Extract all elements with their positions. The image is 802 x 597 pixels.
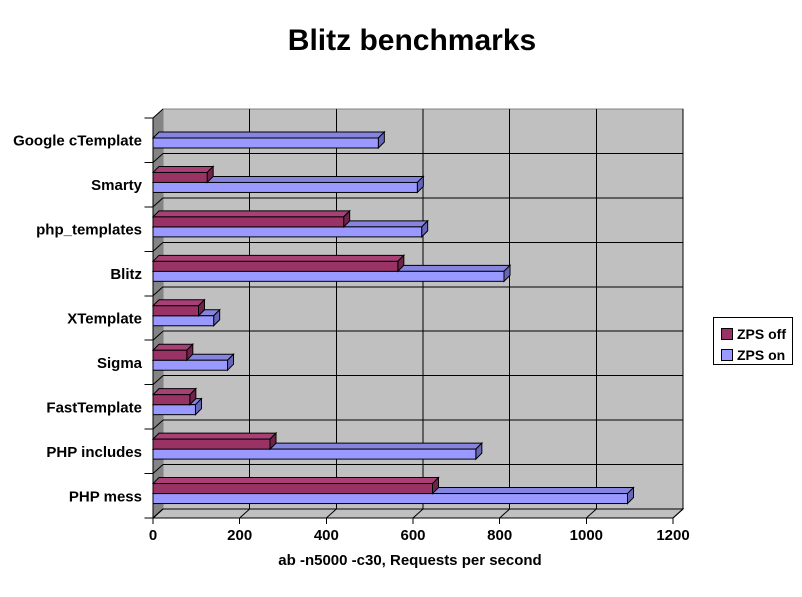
legend-label-zps-on: ZPS on [737, 346, 786, 363]
floor-tick [239, 508, 251, 519]
floor-tick [412, 508, 424, 519]
bar-zps-on-php-templates [152, 226, 423, 238]
zps-off-swatch-icon [721, 327, 733, 340]
legend-item-zps-on: ZPS on [721, 346, 792, 363]
bar-zps-off-blitz [152, 260, 399, 272]
bar-zps-on-sigma [152, 359, 229, 371]
bar-zps-on-xtemplate [152, 315, 215, 327]
x-tick-label: 200 [227, 527, 252, 544]
floor-tick [672, 508, 684, 519]
x-axis-title: ab -n5000 -c30, Requests per second [278, 552, 542, 569]
floor-tick [499, 508, 511, 519]
wall-tick [152, 419, 164, 430]
bar-zps-on-smarty [152, 181, 418, 193]
bar-zps-off-php-mess-top [151, 477, 440, 485]
bar-zps-on-blitz [152, 270, 505, 282]
bar-zps-off-php-templates-top [151, 210, 351, 218]
category-label: php_templates [36, 222, 142, 239]
bar-zps-off-xtemplate-top [151, 299, 206, 307]
category-label: XTemplate [67, 311, 142, 328]
bar-zps-off-php-templates [152, 216, 345, 228]
floor-tick [325, 508, 337, 519]
bar-zps-on-google-ctemplate-top [151, 131, 386, 139]
wall-tick [152, 153, 164, 163]
legend-item-zps-off: ZPS off [721, 325, 792, 342]
bar-zps-on-php-mess [152, 493, 628, 505]
bar-zps-on-google-ctemplate [152, 137, 379, 149]
bar-zps-off-fasttemplate-top [151, 388, 198, 396]
bar-zps-off-sigma [152, 349, 188, 361]
wall-tick [152, 508, 164, 519]
bar-zps-off-php-mess [152, 483, 433, 495]
x-tick-label: 800 [487, 527, 512, 544]
bar-zps-on-fasttemplate [152, 404, 196, 416]
wall-tick [152, 330, 164, 341]
wall-tick [152, 108, 164, 119]
bar-zps-off-sigma-top [151, 343, 195, 351]
bar-zps-off-fasttemplate [152, 394, 191, 406]
category-label: PHP mess [69, 488, 142, 505]
legend-box: ZPS off ZPS on [713, 317, 793, 365]
wall-tick [152, 375, 164, 386]
wall-tick [152, 286, 164, 297]
legend-label-zps-off: ZPS off [737, 325, 786, 342]
x-tick-label: 0 [149, 527, 157, 544]
floor-tick [585, 508, 597, 519]
category-label: Smarty [91, 177, 143, 194]
chart-title: Blitz benchmarks [287, 24, 537, 57]
category-label: PHP includes [46, 444, 142, 461]
category-label: Blitz [110, 266, 142, 283]
category-label: FastTemplate [46, 399, 142, 416]
wall-tick [152, 241, 164, 252]
bar-zps-off-php-includes [152, 438, 271, 450]
wall-tick [152, 197, 164, 208]
category-label: Google cTemplate [13, 133, 142, 150]
x-tick-label: 400 [314, 527, 339, 544]
wall-tick [152, 464, 164, 474]
bar-zps-off-smarty-top [151, 165, 215, 173]
bar-zps-off-xtemplate [152, 305, 199, 317]
bar-zps-off-blitz-top [151, 254, 406, 262]
x-tick-label: 1000 [570, 527, 603, 544]
zps-on-swatch-icon [721, 348, 733, 361]
bar-zps-off-smarty [152, 171, 208, 183]
bar-zps-on-php-includes [152, 448, 477, 460]
category-label: Sigma [97, 355, 143, 372]
bar-zps-off-php-includes-top [151, 432, 278, 440]
x-tick-label: 600 [400, 527, 425, 544]
x-tick-label: 1200 [656, 527, 689, 544]
